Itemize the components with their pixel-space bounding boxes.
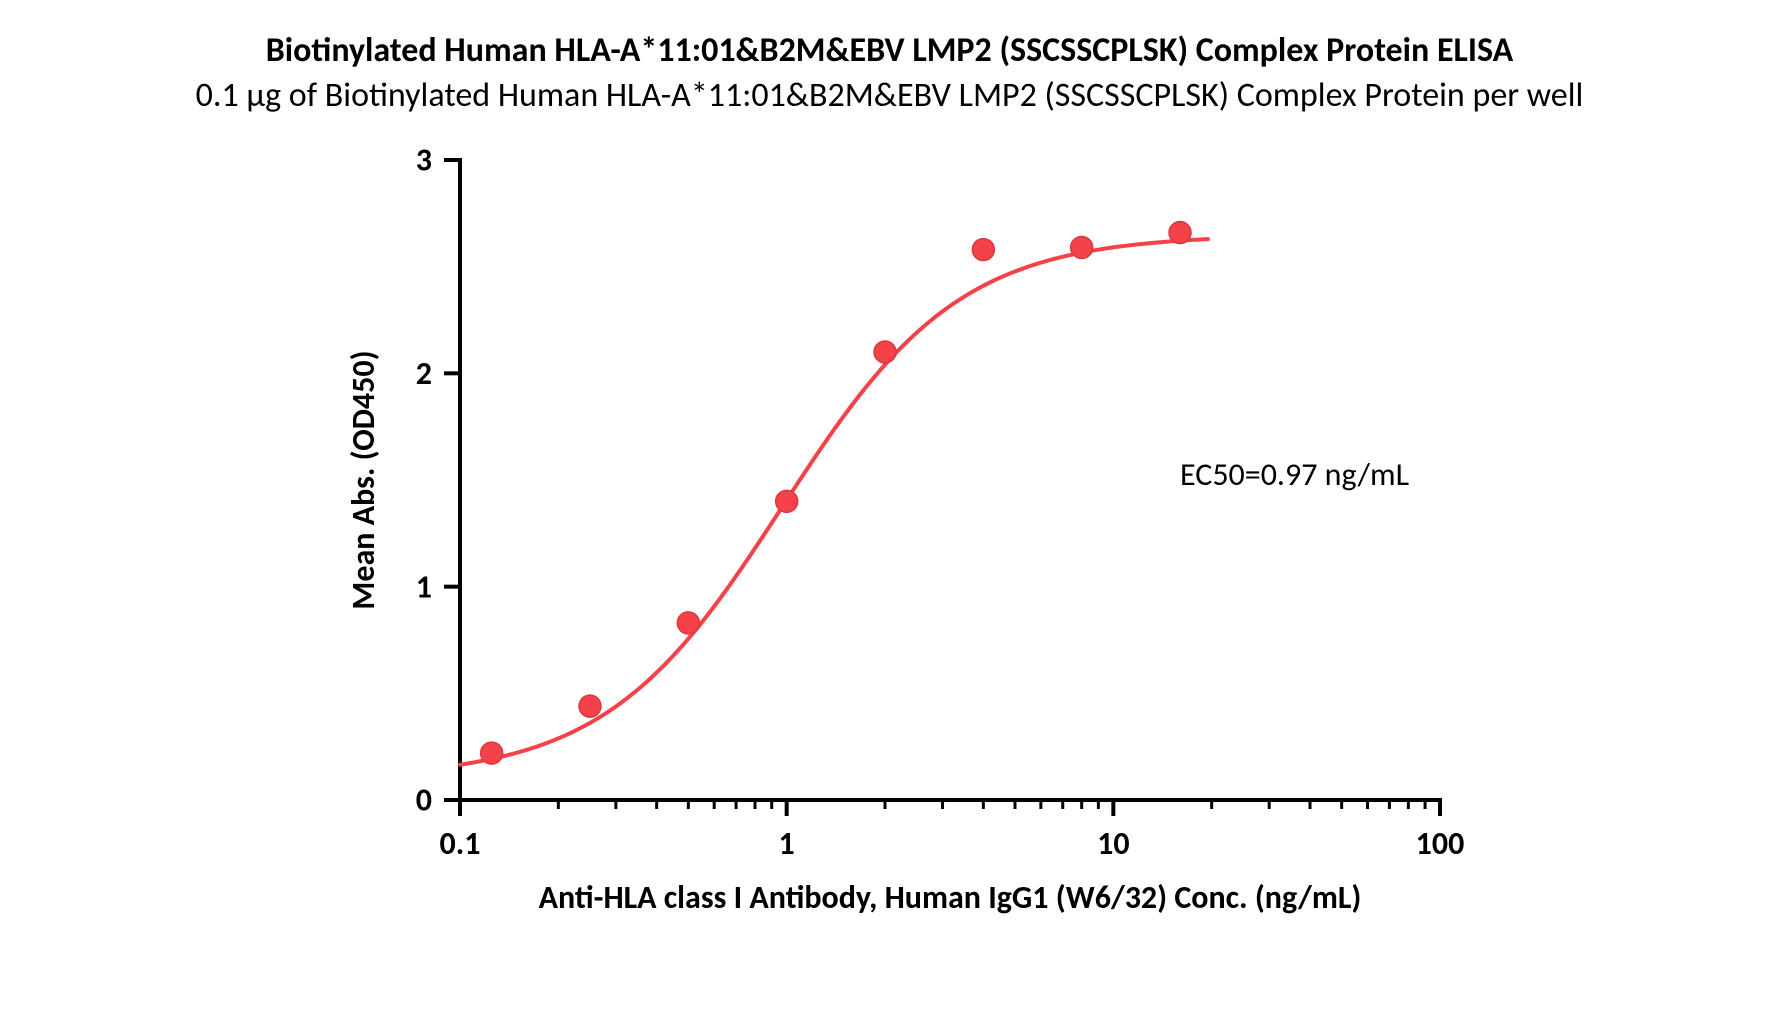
svg-text:2: 2	[416, 354, 432, 393]
svg-text:1: 1	[779, 824, 795, 863]
svg-text:3: 3	[416, 141, 432, 180]
svg-text:10: 10	[1097, 824, 1129, 863]
svg-text:Mean Abs. (OD450): Mean Abs. (OD450)	[344, 350, 383, 609]
ec50-annotation: EC50=0.97 ng/mL	[1180, 455, 1409, 494]
svg-text:Anti-HLA class I Antibody, Hum: Anti-HLA class I Antibody, Human IgG1 (W…	[539, 878, 1362, 917]
elisa-chart: 0.1 1 10 100 0 1 2 3 Anti-HLA class I Antibody, …	[0, 0, 1779, 1032]
svg-text:100: 100	[1416, 824, 1465, 863]
svg-text:0: 0	[416, 781, 432, 820]
svg-text:0.1: 0.1	[440, 824, 481, 863]
svg-text:1: 1	[416, 567, 432, 606]
